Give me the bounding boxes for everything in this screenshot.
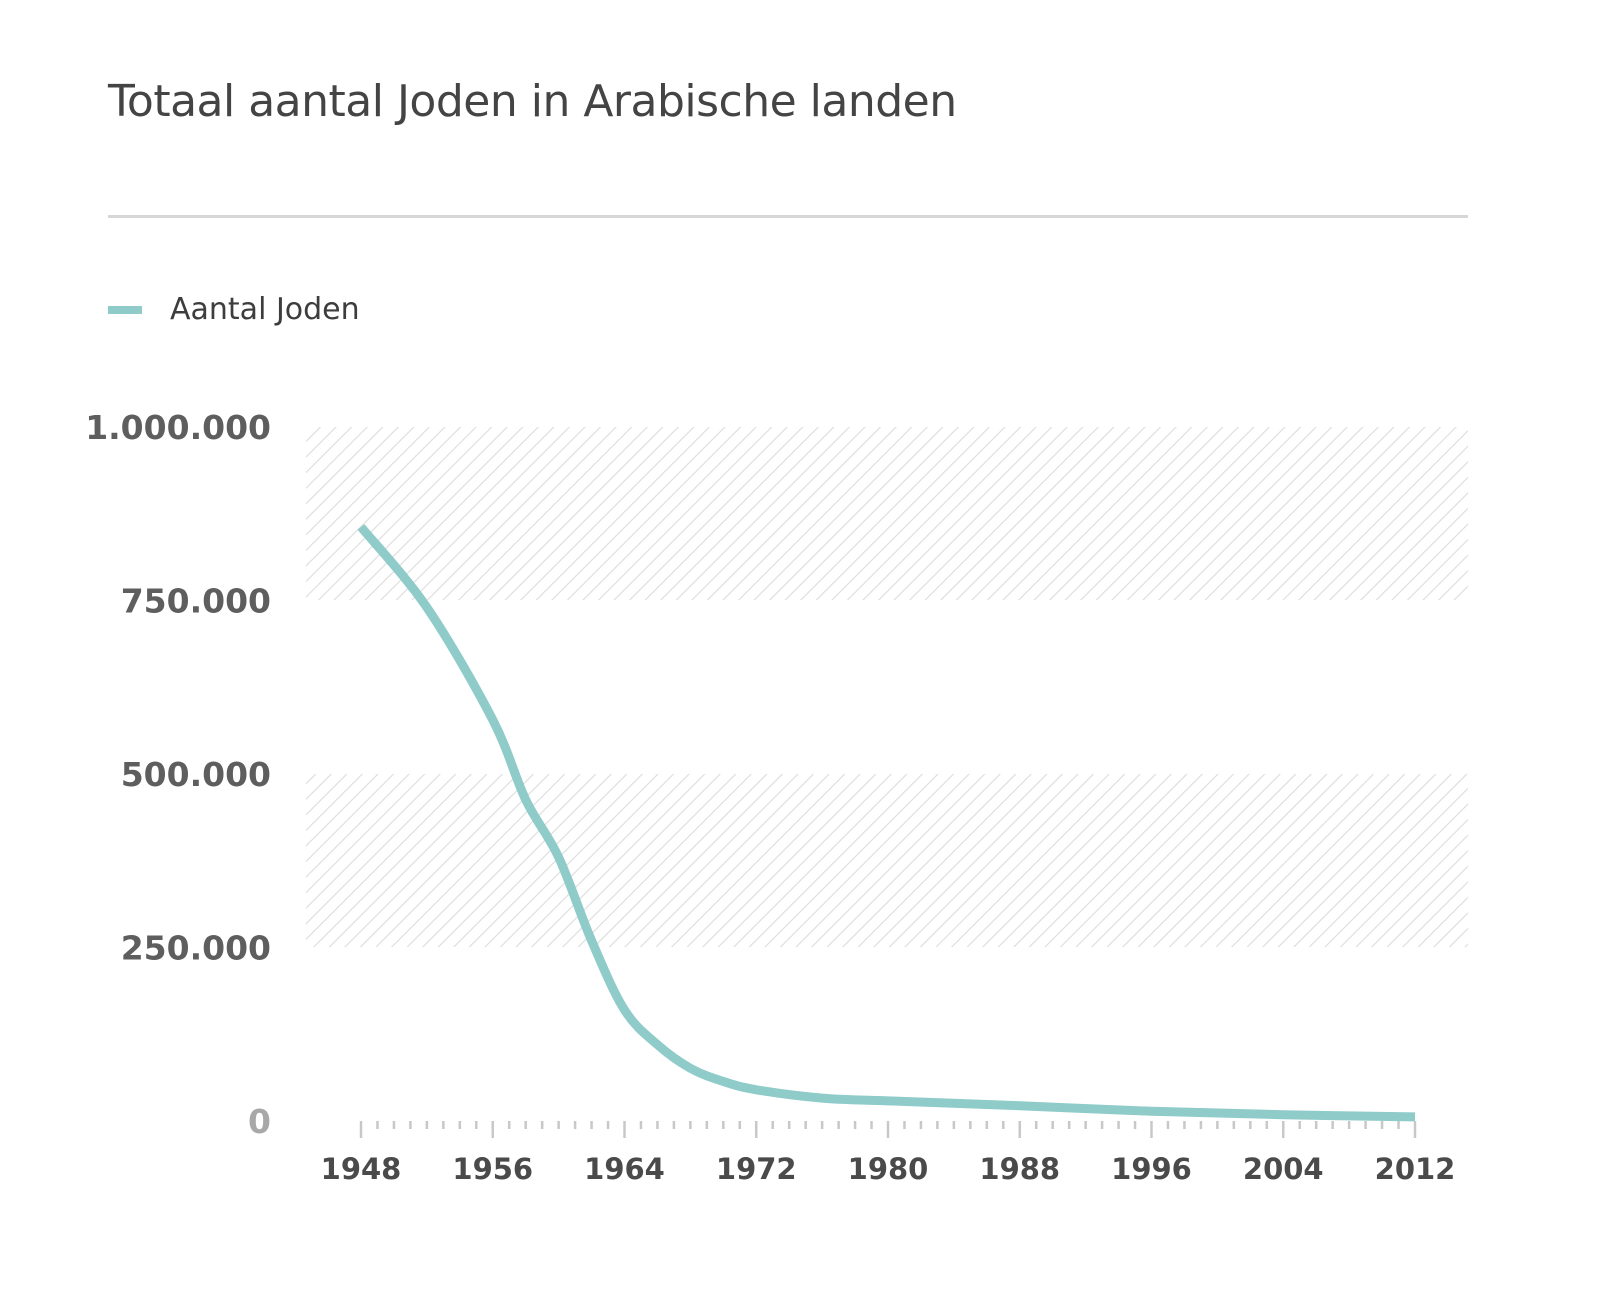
band-250k-500k — [306, 774, 1468, 947]
x-tick-label: 1964 — [584, 1152, 665, 1186]
y-tick-label: 250.000 — [121, 929, 271, 968]
x-tick-label: 1980 — [848, 1152, 929, 1186]
x-tick-label: 2012 — [1375, 1152, 1456, 1186]
x-tick-label: 2004 — [1243, 1152, 1324, 1186]
band-750k-1m — [306, 427, 1468, 600]
x-tick-label: 1988 — [979, 1152, 1060, 1186]
series-line-aantal-joden — [357, 524, 1416, 1122]
y-tick-label: 0 — [248, 1102, 271, 1141]
legend: Aantal Joden — [108, 292, 360, 327]
x-tick-label: 1956 — [452, 1152, 533, 1186]
x-tick-label: 1972 — [716, 1152, 797, 1186]
title-divider — [108, 215, 1468, 218]
x-axis: 1948 1956 1964 1972 1980 1988 1996 2004 2012 — [321, 1152, 1456, 1186]
y-tick-label: 750.000 — [121, 582, 271, 621]
legend-swatch-line-icon — [108, 305, 142, 314]
chart-title: Totaal aantal Joden in Arabische landen — [108, 76, 957, 127]
x-axis-ticks — [359, 1121, 1417, 1138]
legend-label: Aantal Joden — [170, 292, 360, 327]
x-tick-label: 1996 — [1111, 1152, 1192, 1186]
y-tick-label: 500.000 — [121, 755, 271, 794]
y-axis: 0 250.000 500.000 750.000 1.000.000 — [85, 408, 271, 1141]
hatched-bands — [306, 427, 1468, 947]
y-tick-label: 1.000.000 — [85, 408, 271, 447]
x-tick-label: 1948 — [321, 1152, 402, 1186]
